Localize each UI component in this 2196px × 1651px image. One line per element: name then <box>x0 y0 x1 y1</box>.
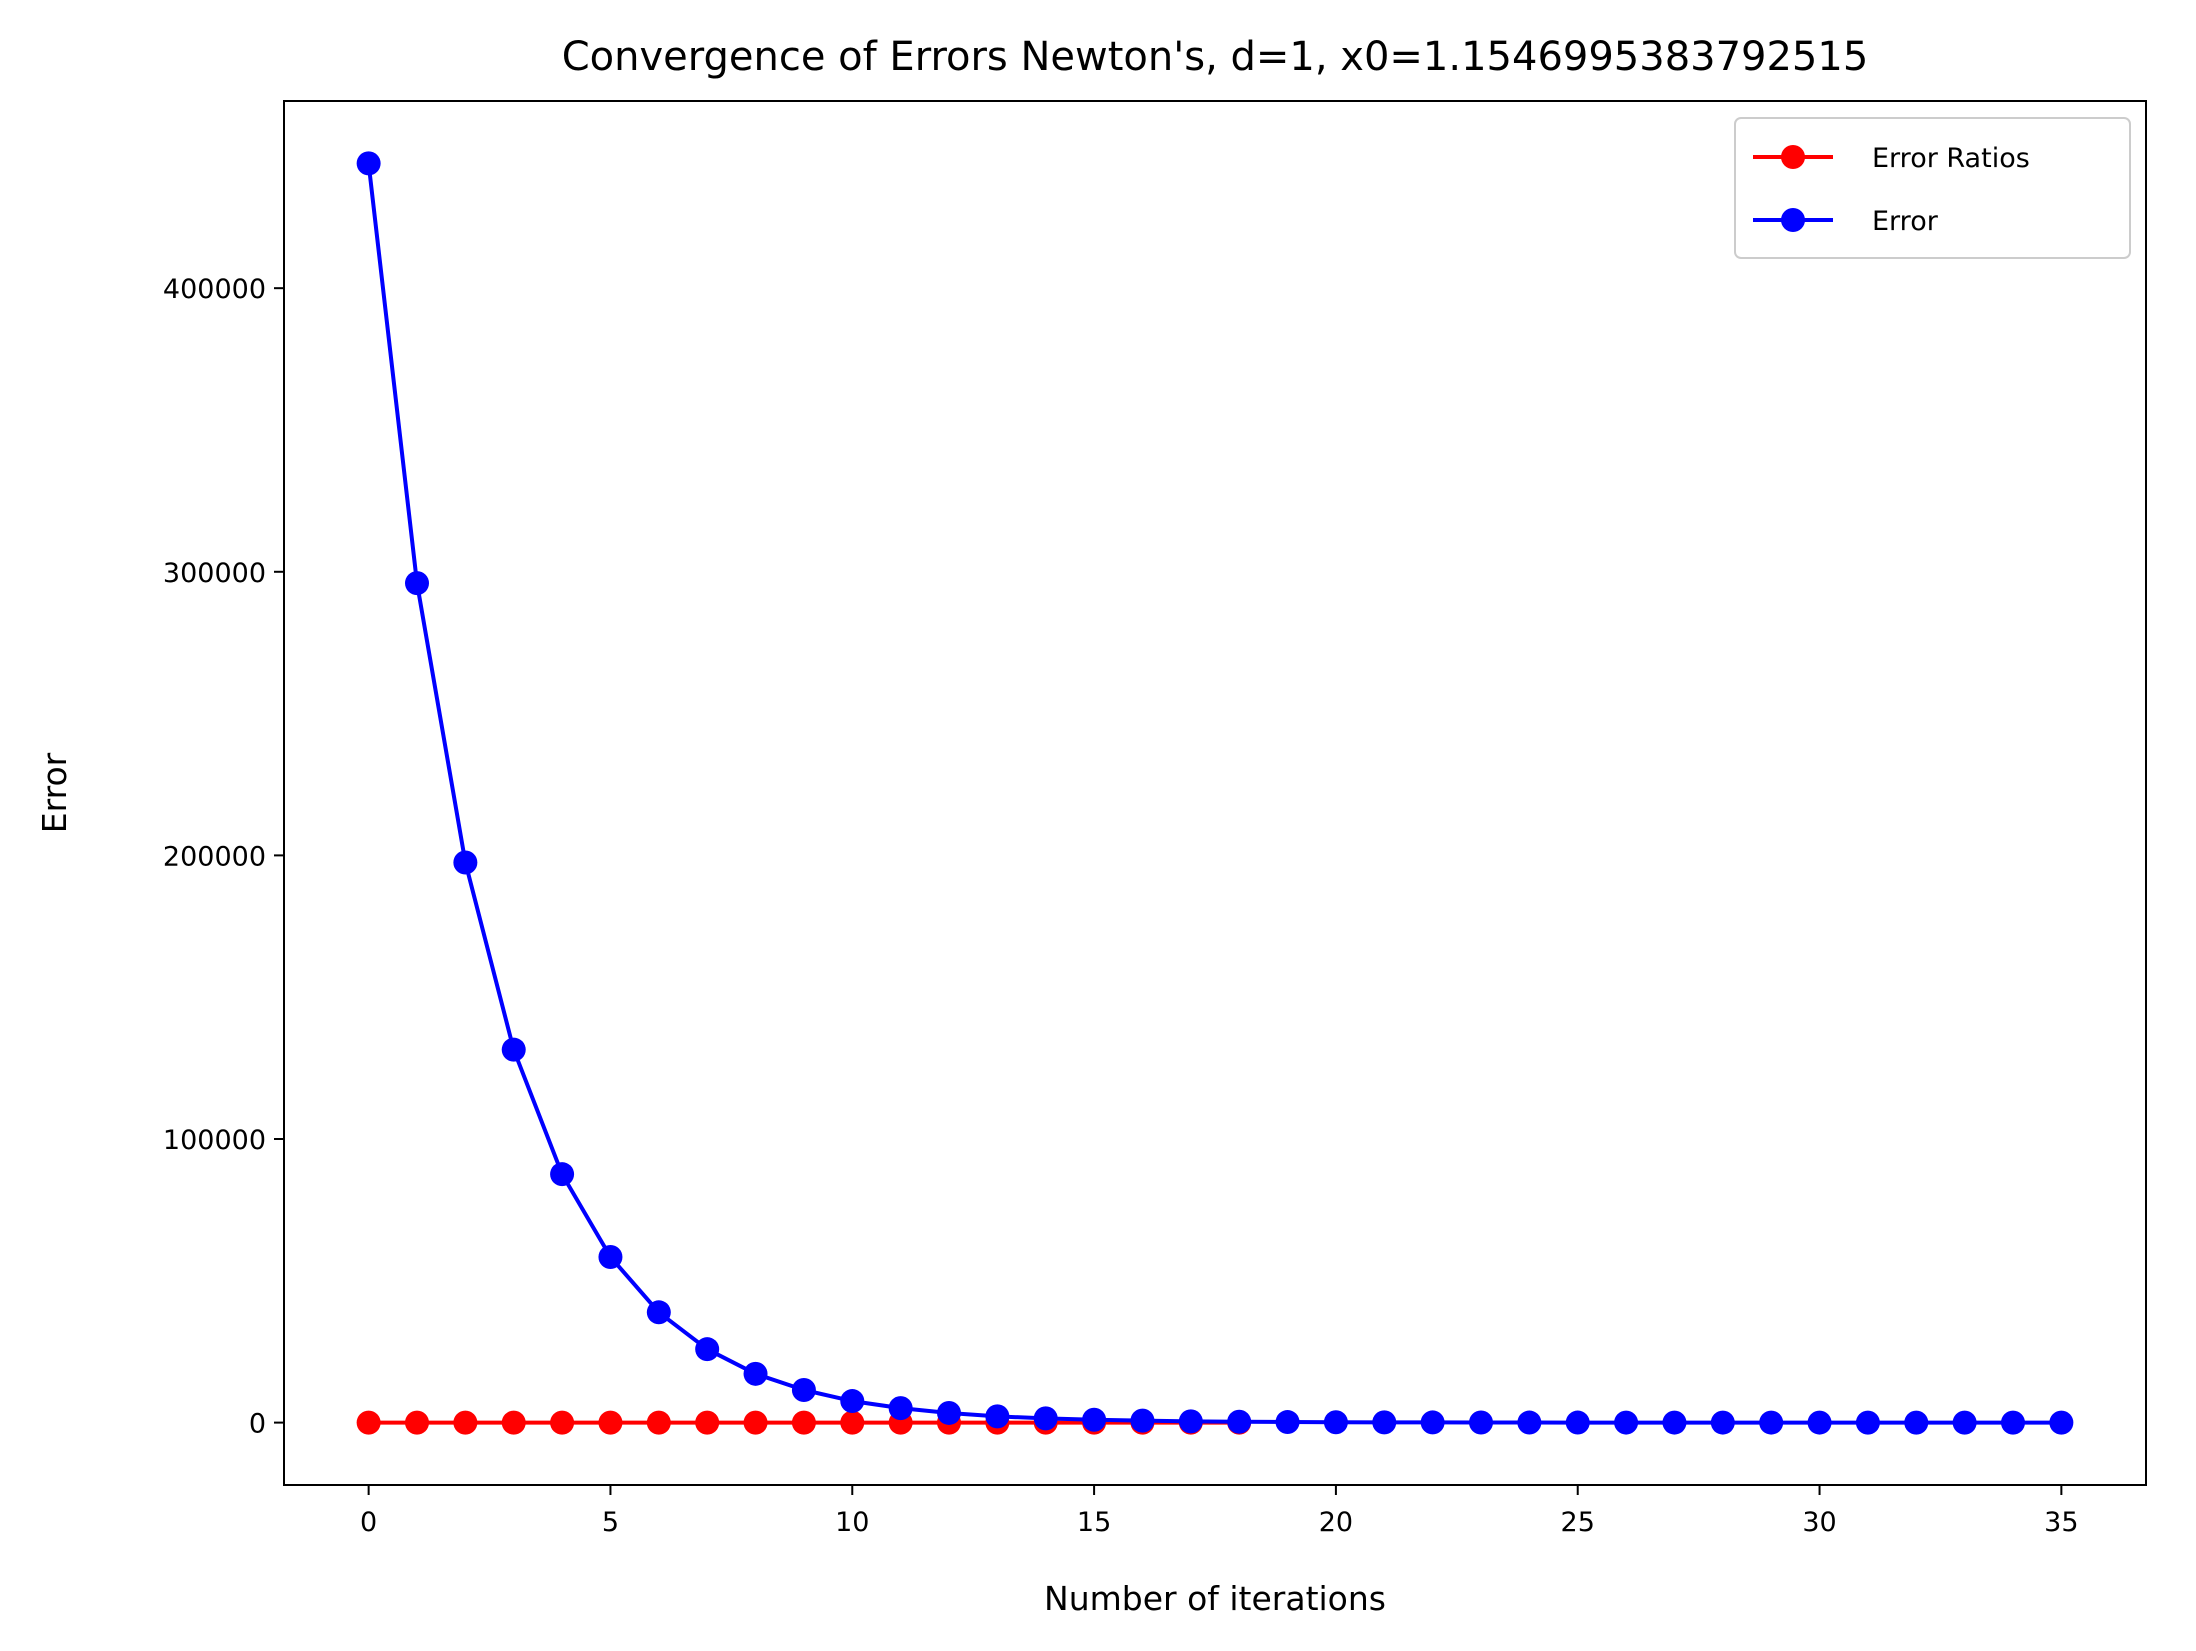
legend-marker <box>1781 208 1805 232</box>
data-point <box>1807 1410 1832 1435</box>
data-point <box>2049 1410 2074 1435</box>
y-axis-label: Error <box>35 752 74 833</box>
x-tick-label: 5 <box>602 1507 619 1538</box>
x-tick-label: 30 <box>1802 1507 1836 1538</box>
axes-frame <box>283 100 2147 1486</box>
data-point <box>888 1396 913 1421</box>
data-point <box>453 1410 478 1435</box>
data-point <box>356 151 381 176</box>
x-tick-label: 25 <box>1561 1507 1595 1538</box>
data-point <box>1759 1410 1784 1435</box>
data-point <box>840 1410 865 1435</box>
data-point <box>356 1410 381 1435</box>
x-tick-label: 15 <box>1077 1507 1111 1538</box>
data-point <box>695 1337 720 1362</box>
data-point <box>1565 1410 1590 1435</box>
y-tick-label: 400000 <box>163 274 266 305</box>
plot-area <box>283 100 2147 1486</box>
x-tick-label: 0 <box>360 1507 377 1538</box>
data-point <box>550 1162 575 1187</box>
data-point <box>1710 1410 1735 1435</box>
legend: Error Ratios Error <box>1734 117 2131 259</box>
data-point <box>598 1410 623 1435</box>
data-point <box>1227 1409 1252 1434</box>
data-point <box>501 1037 526 1062</box>
data-point <box>1130 1408 1155 1433</box>
data-point <box>1952 1410 1977 1435</box>
data-point <box>1372 1410 1397 1435</box>
data-point <box>1614 1410 1639 1435</box>
data-point <box>1082 1407 1107 1432</box>
data-point <box>791 1410 816 1435</box>
data-point <box>646 1300 671 1325</box>
data-point <box>1469 1410 1493 1435</box>
legend-entry-label: Error Ratios <box>1872 143 2030 174</box>
data-point <box>743 1410 768 1435</box>
data-point <box>743 1361 768 1386</box>
data-point <box>550 1410 575 1435</box>
data-point <box>1904 1410 1929 1435</box>
data-point <box>501 1410 526 1435</box>
data-point <box>1033 1406 1058 1431</box>
data-point <box>1855 1410 1880 1435</box>
data-point <box>1323 1410 1348 1435</box>
data-point <box>695 1410 720 1435</box>
data-point <box>985 1404 1010 1429</box>
legend-box <box>1734 117 2131 259</box>
data-point <box>937 1400 961 1425</box>
data-point <box>1420 1410 1445 1435</box>
data-point <box>1275 1410 1300 1435</box>
x-tick-label: 10 <box>835 1507 869 1538</box>
data-point <box>453 850 478 875</box>
y-tick-label: 0 <box>249 1409 266 1440</box>
x-tick-label: 20 <box>1319 1507 1353 1538</box>
data-point <box>840 1389 865 1414</box>
data-point <box>2001 1410 2025 1435</box>
x-tick-label: 35 <box>2044 1507 2078 1538</box>
y-tick-label: 100000 <box>163 1125 266 1156</box>
data-point <box>1662 1410 1687 1435</box>
data-point <box>1178 1409 1203 1434</box>
legend-marker <box>1781 145 1805 169</box>
data-point <box>405 1410 429 1435</box>
y-tick-label: 200000 <box>163 841 266 872</box>
chart-title: Convergence of Errors Newton's, d=1, x0=… <box>562 34 1869 80</box>
data-point <box>646 1410 671 1435</box>
data-point <box>405 571 429 596</box>
legend-entry-label: Error <box>1872 206 1939 237</box>
y-axis-ticks: 0 100000 200000 300000 400000 <box>163 274 284 1440</box>
y-tick-label: 300000 <box>163 558 266 589</box>
data-point <box>791 1377 816 1402</box>
x-axis-label: Number of iterations <box>1044 1579 1386 1618</box>
series-layer <box>356 151 2074 1435</box>
data-point <box>1517 1410 1542 1435</box>
x-axis-ticks: 0 5 10 15 20 25 30 35 <box>360 1485 2079 1538</box>
data-point <box>598 1244 623 1269</box>
